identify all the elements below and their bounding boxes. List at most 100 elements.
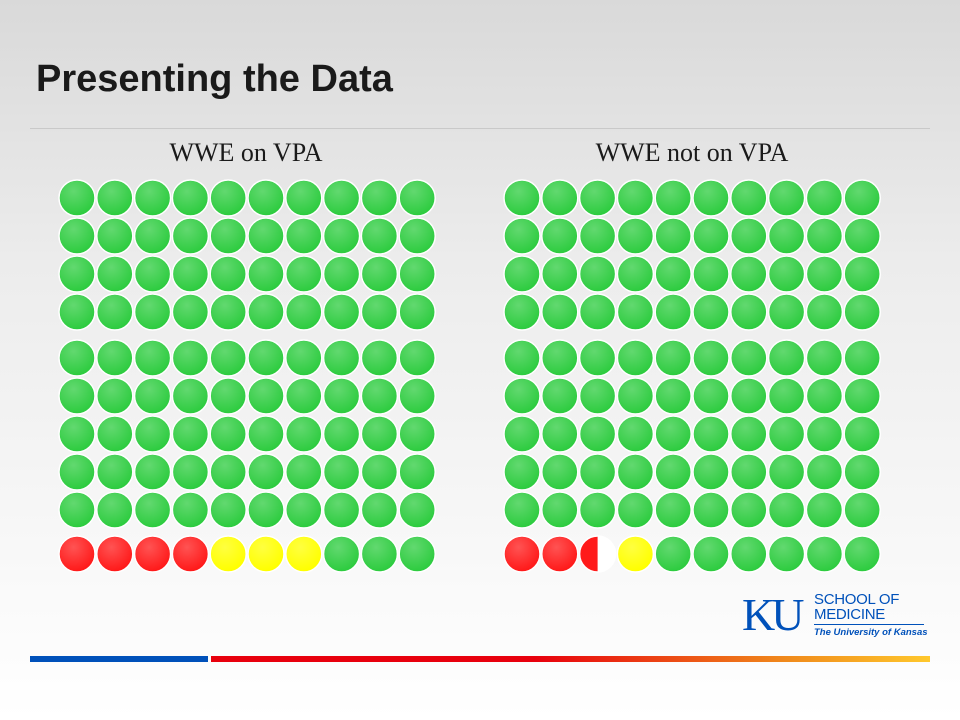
icon-gloss bbox=[845, 379, 880, 413]
icon-gloss bbox=[505, 379, 539, 413]
icon-gloss bbox=[324, 295, 359, 329]
icon-gloss bbox=[97, 417, 132, 451]
icon-gloss bbox=[173, 493, 208, 527]
slide-title: Presenting the Data bbox=[36, 58, 393, 100]
icon-gloss bbox=[807, 455, 842, 489]
icon-gloss bbox=[135, 417, 170, 451]
icon-gloss bbox=[400, 181, 435, 215]
icon-gloss bbox=[400, 537, 435, 571]
icon-gloss bbox=[286, 181, 321, 215]
icon-gloss bbox=[286, 257, 321, 291]
icon-gloss bbox=[324, 417, 359, 451]
icon-gloss bbox=[505, 257, 539, 291]
icon-gloss bbox=[60, 493, 94, 527]
footer-bar-red bbox=[211, 656, 930, 662]
icon-gloss bbox=[618, 219, 653, 253]
icon-gloss bbox=[400, 379, 435, 413]
icon-gloss bbox=[845, 341, 880, 375]
icon-gloss bbox=[845, 455, 880, 489]
ku-logo-mark: KU bbox=[742, 589, 804, 640]
icon-gloss bbox=[60, 417, 94, 451]
icon-gloss bbox=[60, 537, 94, 571]
logo-line-1: SCHOOL OF bbox=[814, 591, 900, 608]
icon-gloss bbox=[97, 295, 132, 329]
icon-gloss bbox=[542, 379, 577, 413]
icon-gloss bbox=[173, 341, 208, 375]
icon-gloss bbox=[769, 341, 804, 375]
icon-gloss bbox=[694, 379, 728, 413]
icon-gloss bbox=[135, 295, 170, 329]
icon-gloss bbox=[135, 379, 170, 413]
icon-gloss bbox=[173, 257, 208, 291]
icon-gloss bbox=[324, 493, 359, 527]
icon-gloss bbox=[656, 257, 691, 291]
icon-gloss bbox=[324, 257, 359, 291]
left-icon-array bbox=[58, 179, 436, 573]
icon-gloss bbox=[249, 341, 283, 375]
icon-gloss bbox=[173, 537, 208, 571]
icon-gloss bbox=[249, 417, 283, 451]
icon-gloss bbox=[618, 417, 653, 451]
icon-gloss bbox=[769, 181, 804, 215]
icon-gloss bbox=[362, 493, 397, 527]
icon-gloss bbox=[249, 257, 283, 291]
icon-gloss bbox=[97, 257, 132, 291]
icon-gloss bbox=[60, 257, 94, 291]
icon-gloss bbox=[135, 341, 170, 375]
left-panel-title: WWE on VPA bbox=[169, 138, 323, 167]
icon-gloss bbox=[731, 379, 766, 413]
icon-gloss bbox=[769, 455, 804, 489]
icon-gloss bbox=[542, 257, 577, 291]
icon-gloss bbox=[694, 341, 728, 375]
icon-gloss bbox=[769, 295, 804, 329]
icon-gloss bbox=[731, 493, 766, 527]
icon-gloss bbox=[173, 455, 208, 489]
logo-line-3: The University of Kansas bbox=[814, 627, 928, 638]
icon-gloss bbox=[731, 257, 766, 291]
icon-gloss bbox=[97, 537, 132, 571]
icon-gloss bbox=[324, 537, 359, 571]
icon-gloss bbox=[656, 493, 691, 527]
icon-gloss bbox=[97, 219, 132, 253]
logo-line-2: MEDICINE bbox=[814, 606, 885, 623]
icon-gloss bbox=[249, 219, 283, 253]
icon-gloss bbox=[286, 493, 321, 527]
icon-gloss bbox=[249, 455, 283, 489]
icon-gloss bbox=[324, 379, 359, 413]
icon-gloss bbox=[60, 181, 94, 215]
right-panel-title: WWE not on VPA bbox=[595, 138, 789, 167]
icon-gloss bbox=[618, 341, 653, 375]
icon-gloss bbox=[211, 341, 246, 375]
icon-gloss bbox=[362, 257, 397, 291]
icon-gloss bbox=[286, 295, 321, 329]
icon-gloss bbox=[97, 181, 132, 215]
icon-gloss bbox=[769, 219, 804, 253]
icon-gloss bbox=[324, 219, 359, 253]
icon-gloss bbox=[731, 181, 766, 215]
icon-gloss bbox=[731, 219, 766, 253]
icon-gloss bbox=[505, 417, 539, 451]
icon-gloss bbox=[807, 537, 842, 571]
icon-gloss bbox=[97, 341, 132, 375]
icon-gloss bbox=[845, 219, 880, 253]
icon-gloss bbox=[173, 379, 208, 413]
icon-gloss bbox=[135, 455, 170, 489]
icon-gloss bbox=[580, 219, 615, 253]
icon-gloss bbox=[400, 257, 435, 291]
icon-gloss bbox=[286, 417, 321, 451]
icon-gloss bbox=[324, 341, 359, 375]
icon-gloss bbox=[694, 295, 728, 329]
icon-gloss bbox=[249, 537, 283, 571]
icon-gloss bbox=[400, 295, 435, 329]
icon-gloss bbox=[807, 493, 842, 527]
icon-gloss bbox=[400, 455, 435, 489]
icon-gloss bbox=[580, 455, 615, 489]
icon-gloss bbox=[362, 379, 397, 413]
icon-gloss bbox=[845, 417, 880, 451]
icon-gloss bbox=[731, 417, 766, 451]
icon-gloss bbox=[249, 379, 283, 413]
icon-gloss bbox=[618, 537, 653, 571]
icon-gloss bbox=[618, 295, 653, 329]
icon-gloss bbox=[60, 379, 94, 413]
icon-gloss bbox=[580, 493, 615, 527]
